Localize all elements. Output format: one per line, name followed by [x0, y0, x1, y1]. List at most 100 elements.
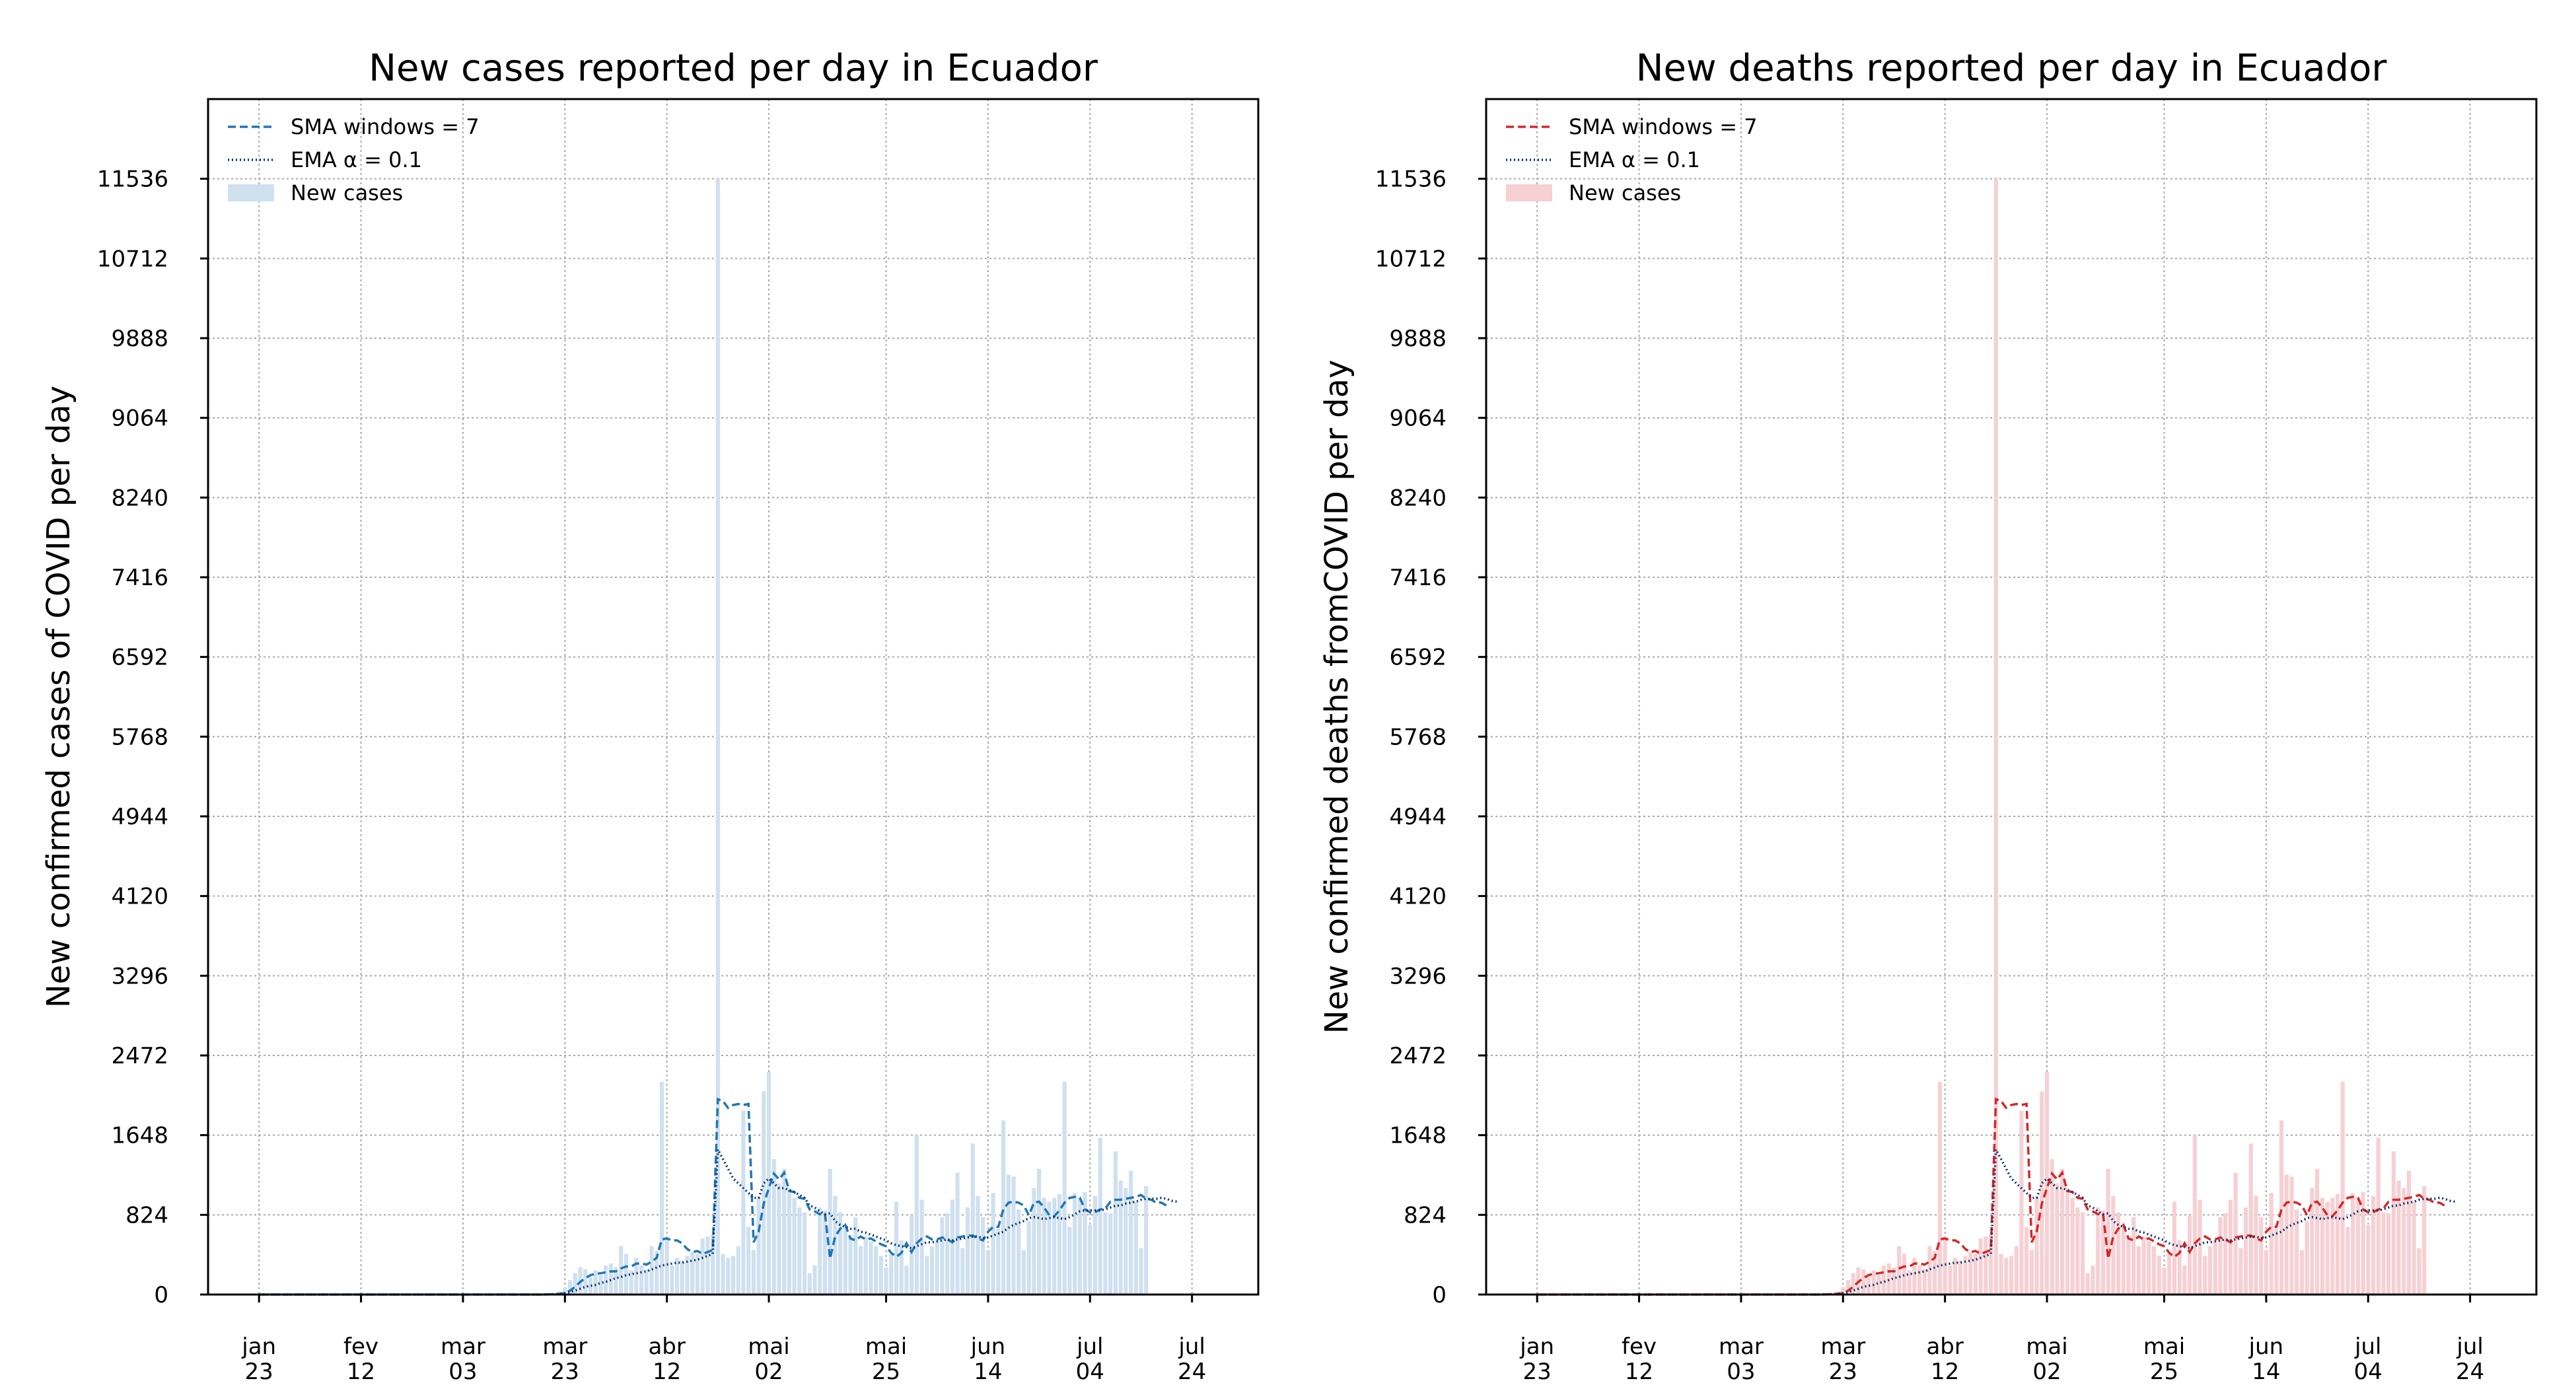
bar	[2085, 1273, 2090, 1295]
bar	[1866, 1277, 1871, 1295]
bar	[690, 1252, 695, 1295]
bar	[644, 1269, 649, 1295]
bar	[2269, 1193, 2273, 1295]
bar	[573, 1273, 577, 1295]
bar	[1937, 1081, 1943, 1295]
bar	[2315, 1168, 2320, 1295]
bar	[1958, 1260, 1962, 1295]
bar	[863, 1236, 868, 1295]
bar	[1999, 1254, 2003, 1295]
bar	[807, 1273, 812, 1295]
x-tick-label-month: mai	[2143, 1334, 2185, 1360]
y-tick-label: 6592	[111, 645, 168, 671]
x-tick-label-date: 25	[872, 1359, 900, 1385]
bar	[2147, 1241, 2151, 1295]
bar	[869, 1241, 873, 1295]
bar	[695, 1254, 700, 1295]
bar	[2024, 1227, 2029, 1295]
bar	[2207, 1246, 2213, 1295]
bar	[2340, 1081, 2345, 1295]
bar	[603, 1265, 608, 1295]
bar	[1073, 1193, 1077, 1295]
bar	[2228, 1199, 2233, 1295]
legend-label-sma: SMA windows = 7	[291, 114, 480, 139]
bar	[2254, 1195, 2258, 1295]
bar	[2162, 1267, 2166, 1295]
bar	[649, 1246, 654, 1295]
bar	[731, 1256, 736, 1295]
x-tick-label-date: 12	[653, 1359, 681, 1385]
y-tick-label: 1648	[1389, 1123, 1447, 1149]
bar	[2116, 1212, 2121, 1295]
x-tick-label-month: mar	[1719, 1334, 1764, 1360]
bar	[2259, 1217, 2264, 1295]
bar	[1118, 1180, 1123, 1295]
bar	[2371, 1195, 2376, 1295]
x-tick-label-month: abr	[648, 1334, 685, 1360]
bar	[2167, 1254, 2172, 1295]
bar	[996, 1228, 1001, 1295]
plot-frame	[207, 98, 1260, 1296]
bar	[741, 1110, 746, 1295]
bar	[659, 1081, 664, 1295]
bar	[976, 1195, 980, 1295]
bar	[2345, 1227, 2350, 1295]
bar	[680, 1260, 684, 1295]
bar	[2289, 1176, 2294, 1295]
bar	[2009, 1256, 2014, 1295]
bar	[2233, 1172, 2238, 1295]
bar	[1881, 1265, 1886, 1295]
x-tick-label-month: mar	[441, 1334, 485, 1360]
bar	[1011, 1176, 1016, 1295]
x-tick-label-date: 04	[2354, 1359, 2382, 1385]
bar	[838, 1212, 843, 1295]
grid	[1486, 99, 2536, 1295]
bar	[1927, 1246, 1932, 1295]
legend-swatch-bars	[1506, 184, 1552, 201]
bar	[1057, 1193, 1062, 1295]
bar	[2014, 1246, 2019, 1295]
bar	[2406, 1170, 2412, 1295]
bar	[2141, 1236, 2146, 1295]
y-tick-label: 9888	[1389, 326, 1447, 352]
x-tick-label-month: jan	[241, 1334, 276, 1360]
bar	[1124, 1188, 1128, 1295]
bar	[2361, 1191, 2365, 1295]
y-tick-label: 9888	[111, 326, 168, 352]
bar	[685, 1256, 690, 1295]
bar	[2203, 1256, 2207, 1295]
bar	[1861, 1269, 1866, 1295]
bar	[2065, 1188, 2069, 1295]
x-tick-label-date: 12	[1625, 1359, 1653, 1385]
bar	[929, 1246, 935, 1295]
bar	[2381, 1212, 2386, 1295]
bar	[1042, 1197, 1046, 1295]
x-tick-label-month: jul	[2456, 1334, 2483, 1360]
bar	[965, 1207, 970, 1295]
grid	[208, 99, 1258, 1295]
bar	[2330, 1197, 2335, 1295]
cases-chart: 0 824 1648 2472 3296 4120 4944 5768 6592 7416 8240…	[40, 47, 1260, 1385]
legend-swatch-bars	[228, 184, 274, 201]
x-tick-label-date: 02	[754, 1359, 783, 1385]
ema-line	[1537, 1145, 2455, 1296]
bar	[1912, 1258, 1917, 1295]
bar	[2279, 1120, 2284, 1295]
bar	[1877, 1275, 1881, 1295]
y-tick-label: 2472	[1389, 1043, 1447, 1069]
x-tick-label-date: 14	[2252, 1359, 2280, 1385]
x-tick-label-month: mar	[542, 1334, 587, 1360]
bar	[2310, 1188, 2314, 1295]
y-tick-label: 10712	[97, 246, 168, 272]
bar	[721, 1254, 725, 1295]
x-tick-label-date: 23	[245, 1359, 273, 1385]
bar	[746, 1227, 751, 1295]
bar	[919, 1199, 924, 1295]
bar	[1077, 1197, 1082, 1295]
bar	[2238, 1248, 2243, 1295]
bar	[2040, 1091, 2044, 1295]
x-tick-label-month: mai	[2026, 1334, 2067, 1360]
bar	[2223, 1213, 2228, 1295]
bar	[1001, 1120, 1006, 1295]
bar	[797, 1207, 802, 1295]
